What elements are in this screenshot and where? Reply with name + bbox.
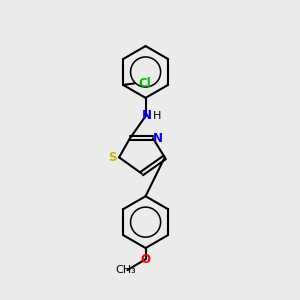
Text: O: O xyxy=(141,253,151,266)
Text: S: S xyxy=(108,151,117,164)
Text: N: N xyxy=(142,109,152,122)
Text: N: N xyxy=(153,132,163,145)
Text: Cl: Cl xyxy=(138,77,151,90)
Text: H: H xyxy=(153,111,161,121)
Text: CH₃: CH₃ xyxy=(116,265,136,275)
